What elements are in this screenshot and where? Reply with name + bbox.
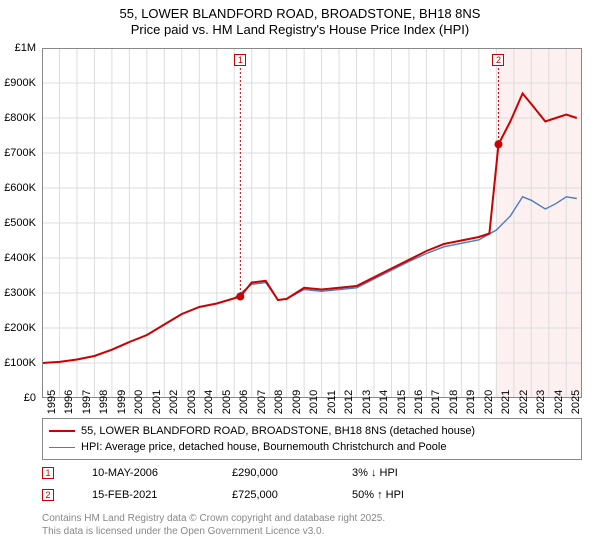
legend-row-hpi: HPI: Average price, detached house, Bour… xyxy=(49,439,575,455)
x-axis-label: 2019 xyxy=(465,390,477,414)
x-axis-label: 2009 xyxy=(291,390,303,414)
x-axis-label: 2007 xyxy=(256,390,268,414)
legend-swatch-hpi xyxy=(49,447,75,448)
title-block: 55, LOWER BLANDFORD ROAD, BROADSTONE, BH… xyxy=(0,0,600,37)
sale-pct: 3% ↓ HPI xyxy=(352,467,472,479)
x-axis-label: 2022 xyxy=(518,390,530,414)
x-axis-label: 2024 xyxy=(553,390,565,414)
y-axis-label: £900K xyxy=(0,77,36,89)
x-axis-label: 2015 xyxy=(396,390,408,414)
x-axis-label: 1997 xyxy=(81,390,93,414)
x-axis-label: 2008 xyxy=(273,390,285,414)
x-axis-label: 1999 xyxy=(116,390,128,414)
sale-marker-box: 2 xyxy=(42,489,54,501)
y-axis-label: £100K xyxy=(0,357,36,369)
sale-pct: 50% ↑ HPI xyxy=(352,489,472,501)
title-line1: 55, LOWER BLANDFORD ROAD, BROADSTONE, BH… xyxy=(0,6,600,21)
sale-marker-box: 2 xyxy=(492,54,504,66)
x-axis-label: 2021 xyxy=(500,390,512,414)
x-axis-label: 2014 xyxy=(378,390,390,414)
x-axis-label: 2000 xyxy=(133,390,145,414)
y-axis-label: £500K xyxy=(0,217,36,229)
y-axis-label: £400K xyxy=(0,252,36,264)
x-axis-label: 2001 xyxy=(151,390,163,414)
sale-marker-dot xyxy=(494,140,502,148)
sale-marker-dot xyxy=(236,293,244,301)
chart-area: £0£100K£200K£300K£400K£500K£600K£700K£80… xyxy=(42,48,582,398)
legend-label-hpi: HPI: Average price, detached house, Bour… xyxy=(81,439,446,455)
x-axis-label: 2005 xyxy=(221,390,233,414)
y-axis-label: £700K xyxy=(0,147,36,159)
title-line2: Price paid vs. HM Land Registry's House … xyxy=(0,22,600,37)
sale-date: 15-FEB-2021 xyxy=(92,489,232,501)
x-axis-label: 2020 xyxy=(483,390,495,414)
y-axis-label: £600K xyxy=(0,182,36,194)
x-axis-label: 2023 xyxy=(535,390,547,414)
sale-price: £725,000 xyxy=(232,489,352,501)
x-axis-label: 2003 xyxy=(186,390,198,414)
x-axis-label: 1996 xyxy=(63,390,75,414)
sales-table: 1 10-MAY-2006 £290,000 3% ↓ HPI 2 15-FEB… xyxy=(42,462,582,506)
y-axis-label: £1M xyxy=(0,42,36,54)
footer-line1: Contains HM Land Registry data © Crown c… xyxy=(42,512,385,525)
y-axis-label: £0 xyxy=(0,392,36,404)
legend-row-price: 55, LOWER BLANDFORD ROAD, BROADSTONE, BH… xyxy=(49,423,575,439)
legend-swatch-price xyxy=(49,430,75,432)
sale-marker-box: 1 xyxy=(42,467,54,479)
legend: 55, LOWER BLANDFORD ROAD, BROADSTONE, BH… xyxy=(42,418,582,460)
footer: Contains HM Land Registry data © Crown c… xyxy=(42,512,385,538)
x-axis-label: 2018 xyxy=(448,390,460,414)
chart-svg xyxy=(42,48,582,398)
x-axis-label: 2013 xyxy=(361,390,373,414)
y-axis-label: £800K xyxy=(0,112,36,124)
sale-price: £290,000 xyxy=(232,467,352,479)
legend-label-price: 55, LOWER BLANDFORD ROAD, BROADSTONE, BH… xyxy=(81,423,475,439)
sales-row: 2 15-FEB-2021 £725,000 50% ↑ HPI xyxy=(42,484,582,506)
x-axis-label: 2011 xyxy=(326,390,338,414)
sales-row: 1 10-MAY-2006 £290,000 3% ↓ HPI xyxy=(42,462,582,484)
x-axis-label: 1998 xyxy=(98,390,110,414)
footer-line2: This data is licensed under the Open Gov… xyxy=(42,525,385,538)
x-axis-label: 2006 xyxy=(238,390,250,414)
chart-container: 55, LOWER BLANDFORD ROAD, BROADSTONE, BH… xyxy=(0,0,600,560)
x-axis-label: 1995 xyxy=(46,390,58,414)
y-axis-label: £200K xyxy=(0,322,36,334)
sale-date: 10-MAY-2006 xyxy=(92,467,232,479)
x-axis-label: 2025 xyxy=(570,390,582,414)
x-axis-label: 2004 xyxy=(203,390,215,414)
x-axis-label: 2017 xyxy=(430,390,442,414)
x-axis-label: 2012 xyxy=(343,390,355,414)
x-axis-label: 2010 xyxy=(308,390,320,414)
y-axis-label: £300K xyxy=(0,287,36,299)
x-axis-label: 2016 xyxy=(413,390,425,414)
sale-marker-box: 1 xyxy=(234,54,246,66)
x-axis-label: 2002 xyxy=(168,390,180,414)
